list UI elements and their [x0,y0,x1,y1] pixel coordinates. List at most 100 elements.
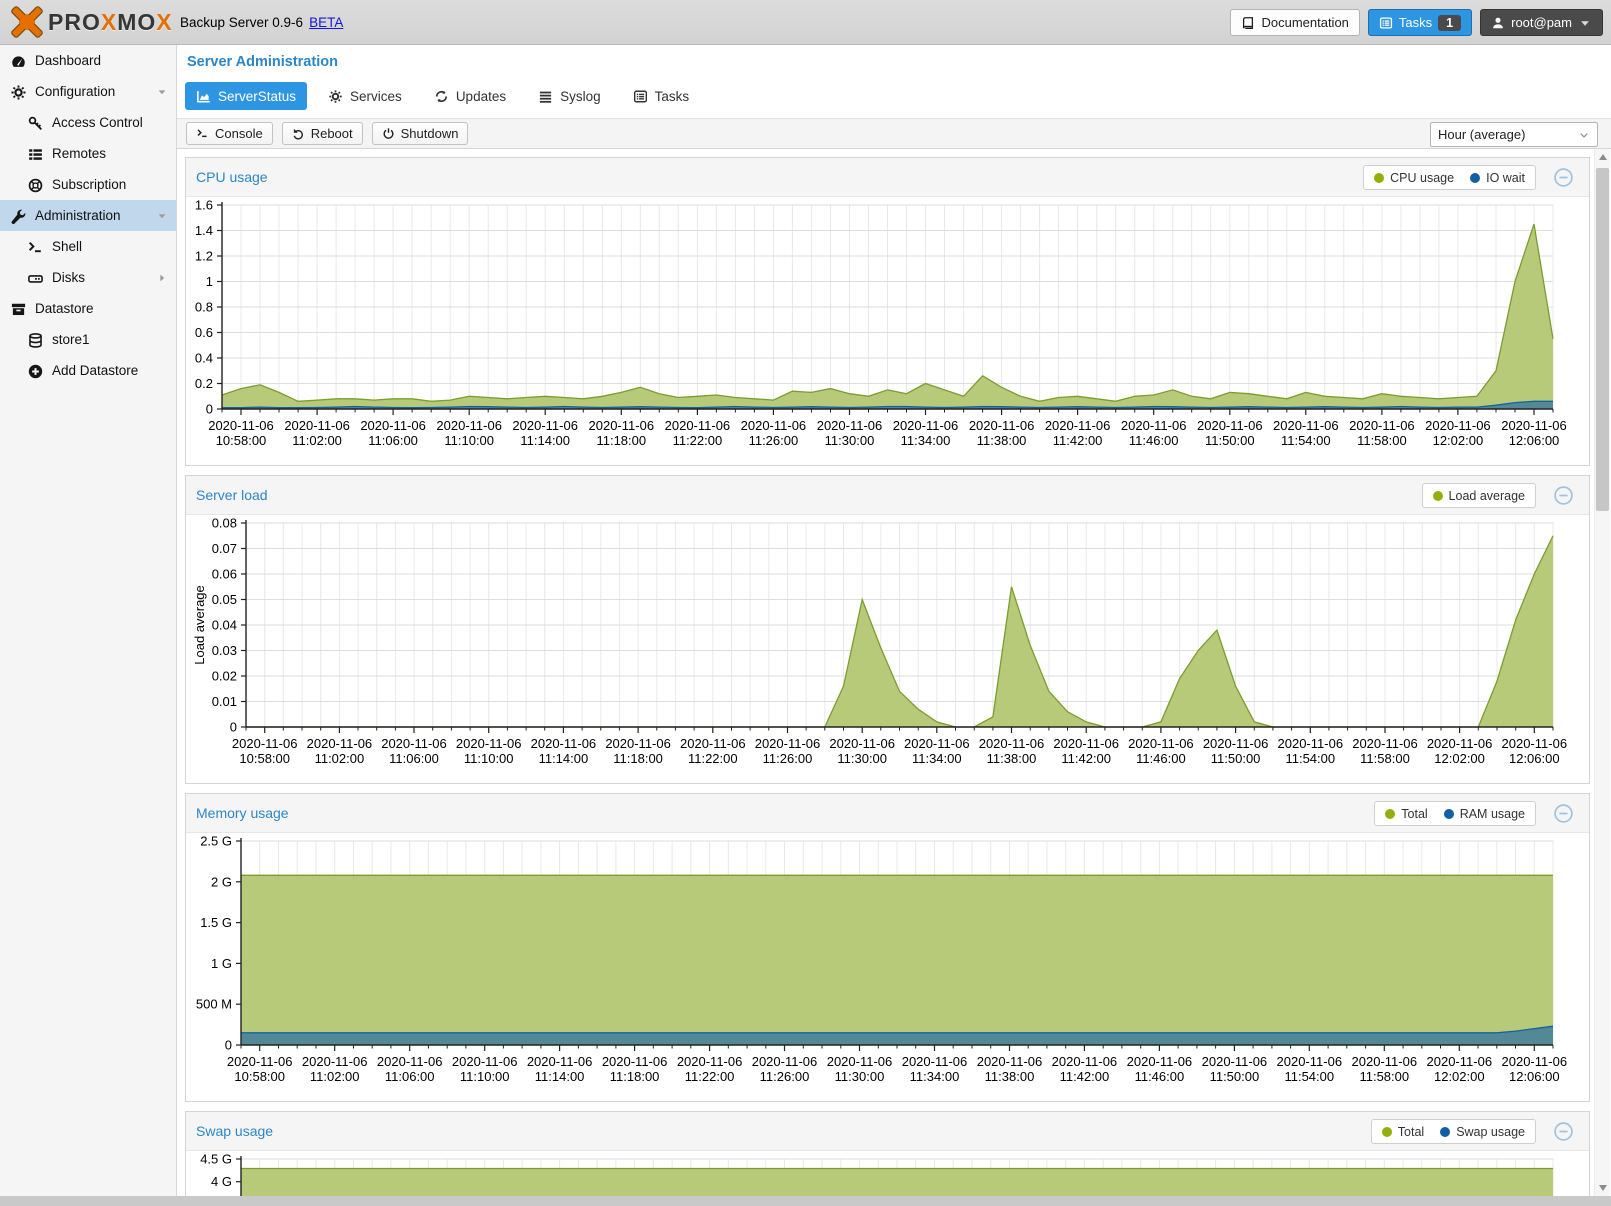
beta-link[interactable]: BETA [309,15,344,30]
lifering-icon [27,177,44,193]
tab-syslog[interactable]: Syslog [527,82,612,110]
legend-item-io-wait[interactable]: IO wait [1470,171,1525,185]
tab-serverstatus[interactable]: ServerStatus [185,82,308,110]
svg-text:11:54:00: 11:54:00 [1281,433,1331,448]
sidebar-item-remotes[interactable]: Remotes [0,138,176,169]
legend-item-ram-usage[interactable]: RAM usage [1443,807,1525,821]
sidebar-item-label: Add Datastore [52,363,139,378]
svg-text:1: 1 [206,274,213,289]
timeframe-select[interactable]: Hour (average) [1430,122,1598,147]
svg-text:2020-11-06: 2020-11-06 [1425,418,1491,433]
panel-server-load: Server load Load average 0 0.01 0.02 0.03 0.04… [185,475,1590,784]
svg-text:2020-11-06: 2020-11-06 [1278,736,1344,751]
archive-icon [10,301,27,317]
sidebar-item-store1[interactable]: store1 [0,324,176,355]
chart-legend: CPU usage IO wait [1363,165,1536,190]
svg-text:2020-11-06: 2020-11-06 [456,736,522,751]
sidebar-item-label: Configuration [35,84,116,99]
sidebar-item-datastore[interactable]: Datastore [0,293,176,324]
scrollbar-thumb[interactable] [1596,168,1609,511]
svg-text:11:38:00: 11:38:00 [985,1069,1035,1084]
sidebar-item-configuration[interactable]: Configuration [0,76,176,107]
scroll-up-arrow-icon[interactable] [1595,149,1611,165]
tab-services[interactable]: Services [317,82,413,110]
tab-label: Services [350,88,402,104]
legend-item-total[interactable]: Total [1381,1125,1424,1139]
svg-text:11:58:00: 11:58:00 [1359,1069,1409,1084]
documentation-button[interactable]: Documentation [1230,9,1360,36]
sidebar-item-subscription[interactable]: Subscription [0,169,176,200]
svg-text:2020-11-06: 2020-11-06 [531,736,597,751]
chart-legend: Total RAM usage [1374,801,1536,826]
svg-text:11:26:00: 11:26:00 [763,751,813,766]
sidebar-item-shell[interactable]: Shell [0,231,176,262]
sidebar-item-disks[interactable]: Disks [0,262,176,293]
svg-text:11:26:00: 11:26:00 [760,1069,810,1084]
plus-circle-icon [27,363,44,379]
svg-text:2020-11-06: 2020-11-06 [512,418,578,433]
legend-item-load-average[interactable]: Load average [1432,489,1525,503]
svg-text:11:50:00: 11:50:00 [1205,433,1255,448]
svg-text:2020-11-06: 2020-11-06 [589,418,655,433]
undo-icon [292,127,305,140]
sidebar-item-add-datastore[interactable]: Add Datastore [0,355,176,386]
svg-text:11:18:00: 11:18:00 [610,1069,660,1084]
svg-text:11:42:00: 11:42:00 [1061,751,1111,766]
svg-text:11:46:00: 11:46:00 [1129,433,1179,448]
panel-header: Swap usage Total Swap usage [186,1112,1589,1151]
app-title: Backup Server 0.9-6 BETA [180,15,344,30]
svg-text:11:34:00: 11:34:00 [912,751,962,766]
chevron-down-icon [1580,132,1588,138]
svg-text:2020-11-06: 2020-11-06 [232,736,298,751]
svg-text:1.5 G: 1.5 G [200,915,232,930]
tab-tasks[interactable]: Tasks [622,82,701,110]
svg-text:2020-11-06: 2020-11-06 [677,1054,743,1069]
svg-text:2020-11-06: 2020-11-06 [1427,1054,1493,1069]
console-button[interactable]: Console [186,122,273,145]
svg-text:11:22:00: 11:22:00 [673,433,723,448]
list-alt-icon [1379,16,1393,30]
svg-text:11:10:00: 11:10:00 [444,433,494,448]
chart-area-icon [196,89,211,104]
chart-legend: Total Swap usage [1370,1119,1536,1144]
svg-text:2.5 G: 2.5 G [200,834,232,849]
tab-label: ServerStatus [218,88,297,104]
collapse-panel-icon[interactable] [1553,485,1574,506]
svg-text:11:06:00: 11:06:00 [368,433,418,448]
sidebar-item-administration[interactable]: Administration [0,200,176,231]
shutdown-button[interactable]: Shutdown [371,122,469,145]
reboot-button[interactable]: Reboot [281,122,363,145]
collapse-panel-icon[interactable] [1553,1121,1574,1142]
svg-text:11:50:00: 11:50:00 [1210,1069,1260,1084]
vertical-scrollbar[interactable] [1594,149,1610,1196]
svg-text:11:46:00: 11:46:00 [1135,1069,1185,1084]
svg-text:2020-11-06: 2020-11-06 [904,736,970,751]
collapse-panel-icon[interactable] [1553,167,1574,188]
legend-item-swap-usage[interactable]: Swap usage [1440,1125,1525,1139]
svg-text:2 G: 2 G [211,874,232,889]
sidebar-item-label: Administration [35,208,121,223]
sidebar-item-access-control[interactable]: Access Control [0,107,176,138]
user-menu-button[interactable]: root@pam [1480,9,1603,36]
svg-text:500 M: 500 M [196,997,232,1012]
legend-item-total[interactable]: Total [1385,807,1428,821]
legend-item-cpu-usage[interactable]: CPU usage [1374,171,1454,185]
svg-text:11:50:00: 11:50:00 [1211,751,1261,766]
svg-text:Load average: Load average [192,585,207,665]
panel-header: Memory usage Total RAM usage [186,794,1589,833]
svg-text:11:58:00: 11:58:00 [1360,751,1410,766]
scroll-down-arrow-icon[interactable] [1595,1180,1611,1196]
svg-text:0.4: 0.4 [195,351,213,366]
svg-text:11:14:00: 11:14:00 [535,1069,585,1084]
svg-text:2020-11-06: 2020-11-06 [755,736,821,751]
collapse-panel-icon[interactable] [1553,803,1574,824]
caret-down-icon [156,86,168,98]
svg-text:2020-11-06: 2020-11-06 [1197,418,1263,433]
sidebar-item-label: Disks [52,270,85,285]
svg-text:0.08: 0.08 [212,516,237,531]
tachometer-icon [10,53,27,69]
sidebar-item-dashboard[interactable]: Dashboard [0,45,176,76]
tab-updates[interactable]: Updates [423,82,517,110]
tasks-button[interactable]: Tasks 1 [1367,9,1473,36]
